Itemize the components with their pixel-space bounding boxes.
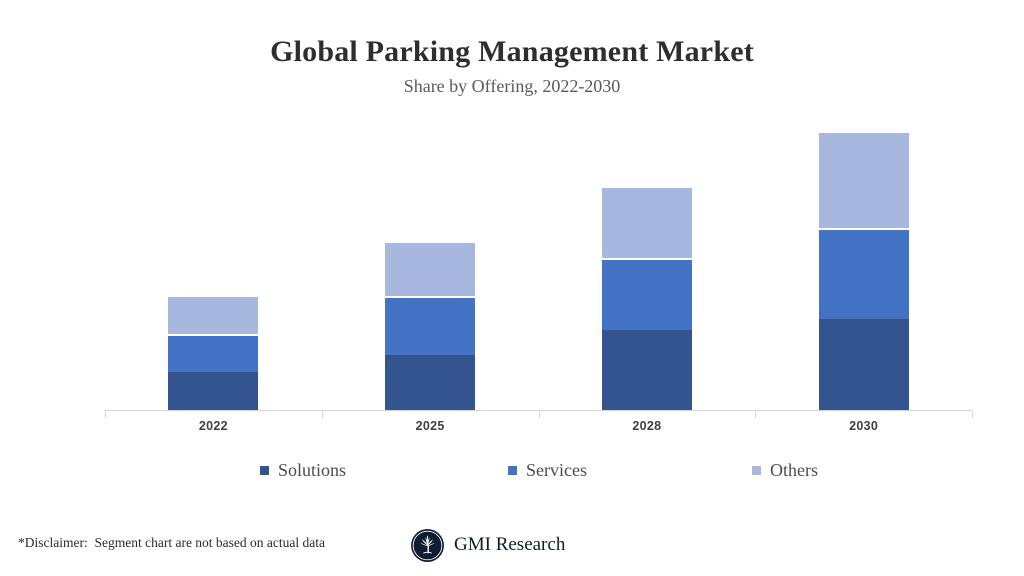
bar-segment-solutions[interactable] bbox=[385, 355, 476, 410]
bar-segment-solutions[interactable] bbox=[168, 372, 259, 410]
legend-swatch-icon bbox=[752, 465, 761, 475]
legend-swatch-icon bbox=[508, 465, 517, 475]
bar-segment-solutions[interactable] bbox=[818, 319, 909, 410]
bar-segment-others[interactable] bbox=[818, 131, 909, 228]
legend-label: Services bbox=[526, 460, 587, 480]
legend-swatch-icon bbox=[260, 465, 269, 475]
bar-stack[interactable] bbox=[385, 241, 476, 410]
x-axis-tick bbox=[105, 411, 106, 418]
x-axis-line bbox=[105, 410, 972, 411]
x-axis-label: 2028 bbox=[632, 419, 662, 433]
legend-label: Others bbox=[770, 460, 818, 480]
x-axis-tick bbox=[538, 411, 540, 418]
legend-item-others[interactable]: Others bbox=[752, 457, 818, 483]
bar-segment-others[interactable] bbox=[168, 295, 259, 334]
x-axis-tick bbox=[972, 411, 973, 418]
gmi-palm-emblem-icon bbox=[411, 528, 444, 562]
chart-subtitle: Share by Offering, 2022-2030 bbox=[403, 76, 621, 96]
bar-stack[interactable] bbox=[601, 186, 692, 410]
bar-segment-services[interactable] bbox=[818, 228, 909, 319]
brand-name: GMI Research bbox=[454, 534, 566, 555]
bar-segment-others[interactable] bbox=[601, 186, 692, 258]
bar-segment-services[interactable] bbox=[601, 258, 692, 330]
page-title: Global Parking Management Market bbox=[270, 35, 754, 68]
chart-legend: Solutions Services Others bbox=[0, 457, 1024, 483]
x-axis-tick bbox=[321, 411, 323, 418]
bar-segment-others[interactable] bbox=[385, 241, 476, 296]
x-axis-label: 2025 bbox=[415, 419, 445, 433]
chart-header: Global Parking Management Market Share b… bbox=[0, 33, 1024, 98]
brand-logo-block: GMI Research bbox=[410, 527, 565, 563]
bar-segment-solutions[interactable] bbox=[601, 330, 692, 410]
bar-segment-services[interactable] bbox=[168, 334, 259, 372]
x-axis-label: 2022 bbox=[198, 419, 228, 433]
x-axis-label: 2030 bbox=[849, 419, 879, 433]
bar-segment-services[interactable] bbox=[385, 296, 476, 355]
legend-label: Solutions bbox=[278, 460, 347, 480]
legend-item-solutions[interactable]: Solutions bbox=[260, 457, 346, 483]
x-axis-tick bbox=[755, 411, 757, 418]
bar-stack[interactable] bbox=[818, 131, 909, 410]
disclaimer-text: *Disclaimer: Segment chart are not based… bbox=[18, 535, 326, 550]
legend-item-services[interactable]: Services bbox=[508, 457, 587, 483]
bar-stack[interactable] bbox=[168, 295, 259, 410]
